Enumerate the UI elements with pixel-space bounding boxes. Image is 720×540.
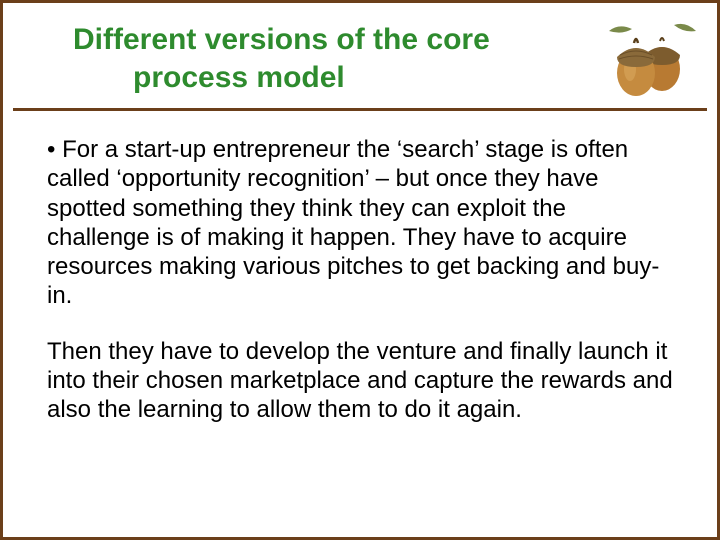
body-paragraph: • For a start-up entrepreneur the ‘searc… bbox=[47, 135, 673, 311]
acorns-icon bbox=[604, 21, 699, 96]
title-line-2: process model bbox=[133, 59, 573, 97]
body-paragraph: Then they have to develop the venture an… bbox=[47, 337, 673, 425]
slide-title: Different versions of the core process m… bbox=[73, 21, 573, 96]
slide-header: Different versions of the core process m… bbox=[3, 3, 717, 96]
slide-frame: Different versions of the core process m… bbox=[0, 0, 720, 540]
slide-body: • For a start-up entrepreneur the ‘searc… bbox=[3, 111, 717, 424]
title-line-1: Different versions of the core bbox=[73, 23, 490, 56]
